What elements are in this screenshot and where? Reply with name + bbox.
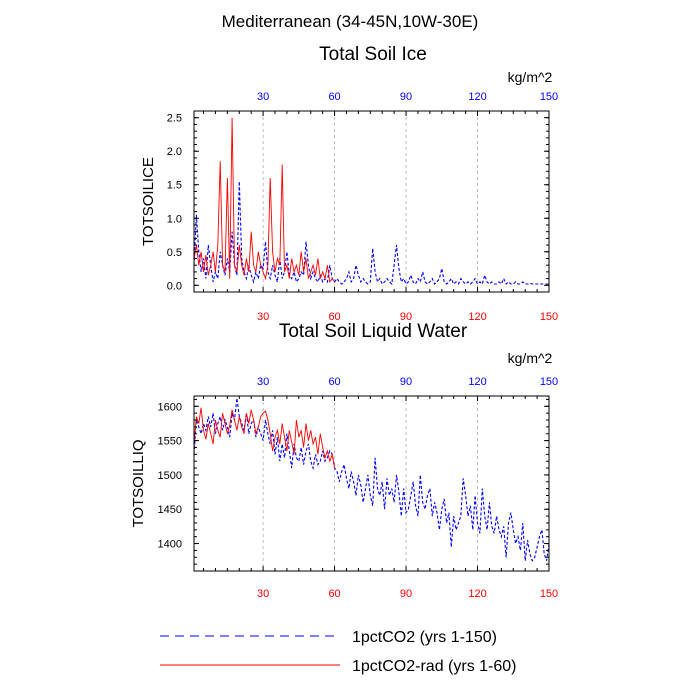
panel-total-soil-ice: Total Soil Ice kg/m^2 30 30 60 60 90 90 120 120 15…: [140, 44, 558, 323]
y-tick-label: 1500: [158, 470, 182, 482]
y-tick-label: 1400: [158, 539, 182, 551]
x-tick-label-top: 90: [400, 91, 412, 103]
series-line-a: [193, 398, 550, 562]
x-tick-label-top: 120: [468, 91, 486, 103]
x-tick-label-top: 30: [257, 91, 269, 103]
plot-frame: [193, 395, 550, 572]
x-tick-label-bottom: 150: [540, 588, 558, 600]
units-label: kg/m^2: [508, 69, 553, 85]
x-tick-label-bottom: 120: [468, 311, 486, 323]
region-title: Mediterranean (34-45N,10W-30E): [222, 12, 479, 31]
y-tick-label: 1.0: [167, 213, 182, 225]
y-tick-label: 2.5: [167, 113, 182, 125]
x-tick-label-top: 150: [540, 376, 558, 388]
x-tick-label-bottom: 30: [257, 588, 269, 600]
y-axis-label: TOTSOILICE: [140, 157, 157, 246]
x-tick-label-bottom: 60: [328, 311, 340, 323]
x-tick-label-top: 150: [540, 91, 558, 103]
x-tick-label-bottom: 150: [540, 311, 558, 323]
x-tick-label-bottom: 120: [468, 588, 486, 600]
y-tick-label: 0.5: [167, 247, 182, 259]
panel-total-soil-liquid-water: Total Soil Liquid Water kg/m^2 30 30 60 60 90 9…: [130, 321, 558, 600]
series-line-b: [193, 117, 335, 284]
x-tick-label-top: 120: [468, 376, 486, 388]
series-line-a: [193, 181, 549, 286]
legend-label-series-b: 1pctCO2-rad (yrs 1-60): [352, 658, 517, 675]
x-tick-label-bottom: 90: [400, 311, 412, 323]
x-tick-label-top: 60: [328, 376, 340, 388]
legend-label-series-a: 1pctCO2 (yrs 1-150): [352, 629, 497, 646]
y-tick-label: 1.5: [167, 180, 182, 192]
y-tick-label: 2.0: [167, 146, 182, 158]
y-axis-label: TOTSOILLIQ: [130, 439, 147, 527]
y-tick-label: 1600: [158, 401, 182, 413]
x-tick-label-top: 30: [257, 376, 269, 388]
y-tick-label: 1550: [158, 436, 182, 448]
x-tick-label-bottom: 30: [257, 311, 269, 323]
legend: 1pctCO2 (yrs 1-150) 1pctCO2-rad (yrs 1-6…: [160, 629, 517, 675]
chart-title: Total Soil Ice: [319, 44, 427, 65]
x-tick-label-bottom: 60: [328, 588, 340, 600]
x-tick-label-bottom: 90: [400, 588, 412, 600]
x-tick-label-top: 60: [328, 91, 340, 103]
plot-frame: [193, 110, 550, 293]
y-tick-label: 1450: [158, 504, 182, 516]
units-label: kg/m^2: [508, 350, 553, 366]
x-tick-label-top: 90: [400, 376, 412, 388]
y-tick-label: 0.0: [167, 280, 182, 292]
chart-title: Total Soil Liquid Water: [279, 321, 468, 342]
series-line-b: [193, 407, 336, 469]
